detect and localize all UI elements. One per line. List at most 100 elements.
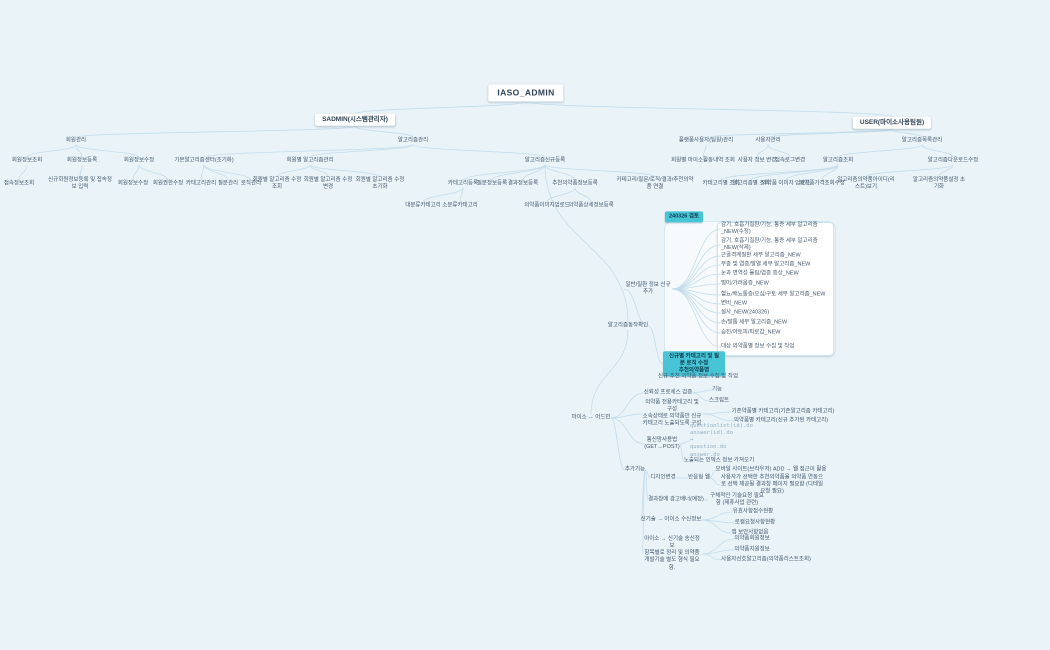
node-med-info-register[interactable]: 추천의약품정보등록 — [552, 180, 598, 187]
node-sym-8[interactable]: 변비_NEW — [721, 300, 748, 307]
node-send-1[interactable]: 의약품회원정보 — [734, 535, 770, 542]
node-med-price-edit[interactable]: 의약품가격조회수정 — [799, 180, 845, 187]
node-algo-mgmt[interactable]: 알고리즘관리 — [397, 137, 429, 144]
node-algo-med-reset[interactable]: 알고리즘의약품설정 초기화 — [912, 176, 966, 190]
edge — [412, 144, 546, 158]
node-miso-admin[interactable]: 마이소 ↔ 어드민 — [571, 414, 611, 421]
node-platform-user-mgmt[interactable]: 플랫폼사용자(팀원)관리 — [678, 137, 734, 144]
node-category-view[interactable]: 카테고리별 조회 — [702, 180, 740, 187]
node-design-change[interactable]: 디자인변경 — [650, 474, 676, 481]
node-question-info-register[interactable]: 질문정보등록 — [476, 180, 508, 187]
node-user-select-med[interactable]: 사용자가 선택한 추천의약품을 의약품 연동으로 선택 제공될 결과창 페이지 … — [720, 474, 824, 495]
edge — [701, 411, 732, 415]
node-sym-7[interactable]: 혈뇨/배뇨통증/오심/구토 세부 알고리즘_NEW — [721, 291, 826, 298]
node-script[interactable]: 스크립트 — [708, 397, 730, 404]
node-sym-11[interactable]: 습진/아토피/피로감_NEW — [721, 329, 781, 336]
node-badge-review[interactable]: 240326 검토 — [664, 211, 704, 223]
node-func[interactable]: 기능 — [711, 386, 723, 393]
node-access-log-change[interactable]: 접속로그변경 — [774, 157, 806, 164]
node-member-miso-activity-view[interactable]: 회원별 마이소활동내역 조회 — [671, 157, 735, 164]
node-result-info-register[interactable]: 결과정보등록 — [507, 180, 539, 187]
node-extra-features[interactable]: 추가기능 — [624, 466, 646, 473]
node-send-2[interactable]: 의약품지원정보 — [734, 546, 770, 553]
node-member-info-edit2[interactable]: 회원정보수정 — [117, 180, 149, 187]
edge — [462, 164, 546, 181]
node-comm-method[interactable]: 통신망사용법 (GET→POST) — [644, 436, 680, 450]
node-link-all[interactable]: 카테고리/질문/로직/결과/추천의약품 연결 — [616, 176, 694, 190]
node-sym-4[interactable]: 부종 및 염증/발열 세부 알고리즘_NEW — [721, 261, 811, 268]
node-algo-med-id-list[interactable]: 알고리즘의약품아이디(리스트)보기 — [837, 176, 895, 190]
node-algo-check[interactable]: 알고리즘동작확인 — [607, 322, 649, 329]
node-sym-2[interactable]: 감기, 호흡기질환/기능, 통증 세부 알고리즘_NEW(삭제) — [721, 237, 818, 251]
node-sadmin[interactable]: SADMIN(시스템관리자) — [315, 113, 395, 127]
node-med-image-upload[interactable]: 의약품 이미지 업로드 — [761, 180, 811, 187]
edge — [544, 164, 656, 178]
node-category-register[interactable]: 카테고리등록 — [447, 180, 479, 187]
node-algo-view[interactable]: 알고리즘조회 — [822, 157, 854, 164]
node-algo-list-mgmt[interactable]: 알고리즘목록관리 — [901, 137, 943, 144]
node-logic-mgmt[interactable]: 로직관리 — [240, 180, 262, 187]
node-algo-new-register[interactable]: 알고리즘신규등록 — [524, 157, 566, 164]
edge — [702, 144, 707, 158]
edge — [701, 511, 733, 521]
edge — [701, 538, 735, 555]
node-sym-9[interactable]: 설사_NEW(240326) — [721, 309, 770, 316]
node-category-minor[interactable]: 소분류카테고리 — [442, 202, 478, 209]
node-member-info-register[interactable]: 회원정보등록 — [66, 157, 98, 164]
node-mobile-site[interactable]: 모바일 사이트(브라우저) ADD → 웹 접근이 활용 — [715, 466, 827, 473]
edge — [79, 164, 83, 177]
edge — [422, 187, 464, 203]
node-sym-6[interactable]: 멀미/가려움증_NEW — [721, 280, 769, 287]
node-index-info[interactable]: 노출되는 인덱스 정보 가져오기 — [683, 457, 755, 464]
node-sym-3[interactable]: 근골격계질환 세부 알고리즘_NEW — [721, 252, 801, 259]
edge — [459, 187, 464, 203]
node-badge-new-category[interactable]: 신규별 카테고리 및 질문 로직 수정 추천의약품명 — [663, 351, 725, 377]
node-member-algo-mgmt[interactable]: 회원별 알고리즘관리 — [286, 157, 334, 164]
node-recv-1[interactable]: 유효사항접수현황 — [732, 508, 774, 515]
node-member-algo-edit-reset[interactable]: 회원별 알고리즘 수정 초기화 — [355, 176, 405, 190]
node-med-detail-register[interactable]: 의약품상세정보등록 — [568, 202, 614, 209]
node-new-member-register-input[interactable]: 신규회원정보등록 및 접속정보 입력 — [48, 176, 112, 190]
edge — [692, 389, 712, 394]
node-med-image-reg[interactable]: 의약품이미지업로드 — [524, 202, 570, 209]
node-tech-request[interactable]: 구체적인 기술요청 필요함 (제휴사업 관련) — [710, 492, 764, 506]
node-algo-by-view[interactable]: 알고리즘별 조회 — [732, 180, 770, 187]
node-root[interactable]: IASO_ADMIN — [488, 84, 564, 102]
node-code-block[interactable]: questionlist(id).do answer(id).do → ques… — [690, 423, 753, 458]
node-trust-process[interactable]: 신뢰성 프로세스 검증 — [643, 389, 693, 396]
node-sym-10[interactable]: 손/발톱 세부 알고리즘_NEW — [721, 319, 788, 326]
edge — [546, 187, 576, 203]
node-old-category[interactable]: 기존약품별 카테고리(기존알고리즘 카테고리) — [731, 408, 835, 415]
node-recv-2[interactable]: 로컬요청사항현황 — [734, 519, 776, 526]
node-new-med-collect[interactable]: 신규 추천 의약품 정보 수집 및 작업 — [657, 373, 739, 380]
node-member-info-view[interactable]: 회원정보조회 — [11, 157, 43, 164]
node-category-mgmt[interactable]: 카테고리관리 — [185, 180, 217, 187]
node-member-info-edit[interactable]: 회원정보수정 — [123, 157, 155, 164]
node-symptom-add-label[interactable]: 일반/질환 정보 신규 추가 — [625, 281, 671, 295]
node-user-mgmt[interactable]: 사용자관리 — [755, 137, 781, 144]
node-access-info-view[interactable]: 접속정보조회 — [3, 180, 35, 187]
node-question-mgmt[interactable]: 질문관리 — [217, 180, 239, 187]
node-send-3[interactable]: 사용자선호알고리즘(의약품리스트조회) — [721, 556, 811, 563]
node-algo-download-edit[interactable]: 알고리즘다운로드수정 — [927, 157, 979, 164]
node-new-category[interactable]: 의약품별 카테고리(신규 추가된 카테고리) — [733, 417, 829, 424]
node-sym-12[interactable]: 대상 의약품별 정보 수집 및 작업 — [721, 343, 795, 350]
node-sym-5[interactable]: 눈과 면역성 물림/염증 증상_NEW — [721, 270, 799, 277]
node-recv-info[interactable]: 신기술 → 아이소 수신정보 — [640, 516, 702, 523]
node-member-perm-edit[interactable]: 회원권한수정 — [152, 180, 184, 187]
node-sym-1[interactable]: 감기, 호흡기질환/기능, 통증 세부 알고리즘_NEW(수정) — [721, 221, 818, 235]
node-member-algo-edit-view[interactable]: 회원별 알고리즘 수정조회 — [252, 176, 302, 190]
edge — [705, 128, 893, 138]
node-result-ad[interactable]: 결과창에 광고배너(예정) — [648, 496, 704, 503]
node-user-info-change[interactable]: 사용자 정보 변경 — [737, 157, 777, 164]
node-category-major[interactable]: 대분류카테고리 — [405, 202, 441, 209]
node-med-category-config[interactable]: 의약품 전용카테고리 및 구성 소속상태로 의약품만 신규카테고리 노출되도록 … — [642, 399, 702, 428]
edge — [491, 164, 546, 181]
node-user[interactable]: USER(마이소사용팀원) — [852, 116, 932, 130]
node-send-info[interactable]: 아이소 → 신기술 송신정보 항목별로 정리 및 의약품 개발기술 별도 형식 … — [644, 536, 700, 571]
node-member-algo-edit-change[interactable]: 회원별 알고리즘 수정 변경 — [303, 176, 353, 190]
node-base-algo-center[interactable]: 기본알고리즘센터(초기화) — [174, 157, 234, 164]
node-recv-3[interactable]: 앱 보안사항없음 — [731, 529, 769, 536]
node-responsive-web[interactable]: 반응형 웹 — [688, 474, 710, 481]
node-member-mgmt[interactable]: 회원관리 — [65, 137, 87, 144]
